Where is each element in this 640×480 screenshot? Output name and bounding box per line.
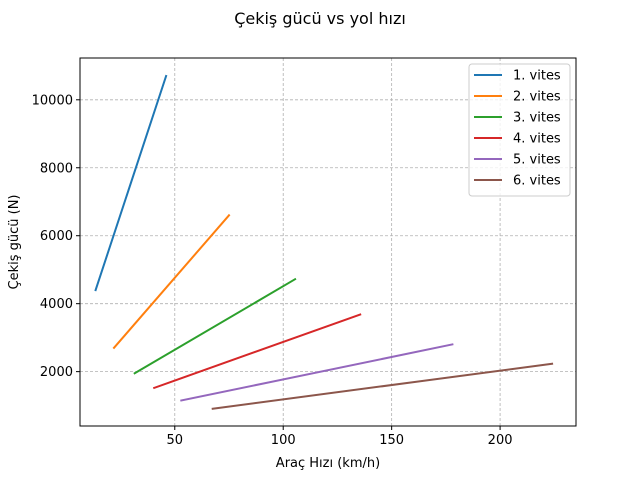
legend-label: 3. vites xyxy=(513,111,561,126)
chart-title: Çekiş gücü vs yol hızı xyxy=(234,9,406,28)
x-tick-label: 150 xyxy=(379,433,404,448)
y-tick-label: 10000 xyxy=(32,93,73,108)
x-axis-label: Araç Hızı (km/h) xyxy=(276,456,380,471)
series-line-1 xyxy=(94,74,168,292)
legend-label: 1. vites xyxy=(513,69,561,84)
x-tick-label: 100 xyxy=(271,433,296,448)
legend: 1. vites 2. vites 3. vites 4. vites 5. vites… xyxy=(468,63,571,197)
legend-label: 2. vites xyxy=(513,90,561,105)
y-tick-label: 2000 xyxy=(40,365,73,380)
series-line-6 xyxy=(211,362,554,410)
series-line-3 xyxy=(133,277,297,375)
y-axis-label: Çekiş gücü (N) xyxy=(7,195,22,290)
legend-label: 5. vites xyxy=(513,153,561,168)
series-line-2 xyxy=(112,213,231,350)
y-tick-label: 6000 xyxy=(40,229,73,244)
x-tick-label: 200 xyxy=(488,433,513,448)
legend-label: 4. vites xyxy=(513,132,561,147)
series-lines xyxy=(94,74,554,410)
x-tick-label: 50 xyxy=(167,433,184,448)
x-axis-ticks: 50 100 150 200 xyxy=(167,426,513,448)
y-axis-ticks: 2000 4000 6000 8000 10000 xyxy=(32,93,80,380)
plot-frame xyxy=(79,57,577,427)
series-line-5 xyxy=(180,343,454,402)
y-tick-label: 8000 xyxy=(40,161,73,176)
series-line-4 xyxy=(152,313,362,390)
y-tick-label: 4000 xyxy=(40,297,73,312)
legend-label: 6. vites xyxy=(513,174,561,189)
